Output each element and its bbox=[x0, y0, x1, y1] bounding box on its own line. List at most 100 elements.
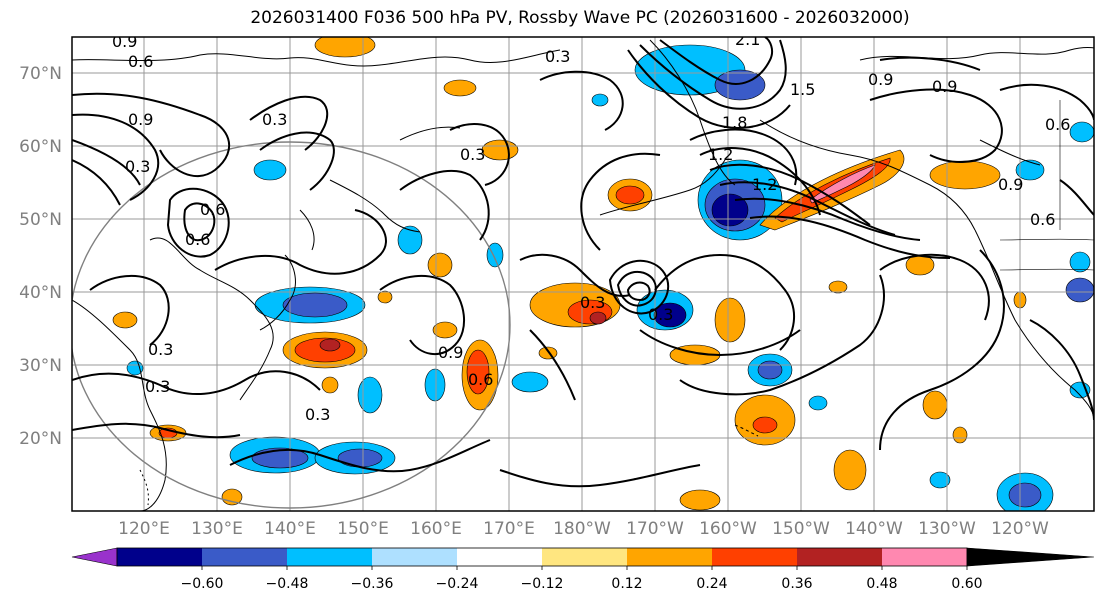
lon-tick-label: 130°E bbox=[191, 519, 243, 539]
contour-label: 1.2 bbox=[708, 145, 733, 164]
pos-anomaly bbox=[112, 311, 138, 329]
neg-anomaly bbox=[357, 376, 383, 414]
colorbar-tick-label: −0.48 bbox=[266, 576, 309, 592]
contour-label: 0.9 bbox=[112, 32, 137, 51]
contour-label: 0.3 bbox=[145, 377, 170, 396]
pos-anomaly bbox=[314, 37, 376, 58]
contour-label: 0.3 bbox=[545, 47, 570, 66]
neg-anomaly bbox=[282, 292, 348, 318]
neg-anomaly bbox=[808, 395, 828, 411]
pos-anomaly bbox=[922, 390, 948, 420]
neg-anomaly bbox=[711, 193, 749, 227]
contour-label: 0.9 bbox=[998, 175, 1023, 194]
contour-label: 0.3 bbox=[460, 145, 485, 164]
lon-tick-label: 120°E bbox=[118, 519, 170, 539]
colorbar-bin bbox=[117, 548, 202, 566]
colorbar-bin bbox=[202, 548, 287, 566]
colorbar-tick-label: 0.36 bbox=[781, 576, 812, 592]
neg-anomaly bbox=[1069, 121, 1094, 143]
contour-label: 1.2 bbox=[752, 175, 777, 194]
contour-label: 0.9 bbox=[128, 110, 153, 129]
great-circle bbox=[72, 141, 511, 509]
neg-anomaly bbox=[424, 368, 446, 402]
pos-anomaly bbox=[828, 280, 848, 294]
lon-tick-label: 130°W bbox=[918, 519, 976, 539]
pos-anomaly bbox=[929, 160, 1001, 190]
colorbar-tick-label: 0.48 bbox=[866, 576, 897, 592]
colorbar-bin bbox=[627, 548, 712, 566]
neg-anomaly bbox=[1065, 277, 1094, 303]
contour-label: 0.6 bbox=[1030, 210, 1055, 229]
neg-anomaly bbox=[253, 159, 287, 181]
pv-contours bbox=[72, 37, 1094, 488]
pos-anomaly bbox=[615, 185, 645, 205]
contour-label: 1.5 bbox=[790, 80, 815, 99]
neg-anomaly bbox=[397, 225, 423, 255]
neg-anomaly bbox=[929, 471, 951, 489]
colorbar-tick-label: 0.24 bbox=[696, 576, 727, 592]
contour-label: 0.6 bbox=[185, 230, 210, 249]
pos-anomaly bbox=[952, 426, 968, 444]
pos-anomaly bbox=[443, 79, 477, 97]
map-frame bbox=[71, 36, 1095, 512]
contour-label: 0.3 bbox=[262, 110, 287, 129]
lon-tick-label: 150°E bbox=[337, 519, 389, 539]
neg-anomaly bbox=[653, 302, 687, 328]
colorbar-extend-high bbox=[966, 547, 1095, 567]
contour-label: 1.8 bbox=[722, 113, 747, 132]
lat-tick-label: 50°N bbox=[19, 210, 62, 230]
contour-label: 0.3 bbox=[125, 157, 150, 176]
colorbar-bin bbox=[287, 548, 372, 566]
neg-anomaly bbox=[757, 360, 783, 380]
lat-tick-label: 60°N bbox=[19, 137, 62, 157]
neg-anomaly bbox=[1008, 482, 1042, 508]
contour-label: 2.1 bbox=[735, 30, 760, 49]
colorbar-tick-label: 0.60 bbox=[951, 576, 982, 592]
contour-label: 0.6 bbox=[128, 52, 153, 71]
lon-tick-label: 140°W bbox=[845, 519, 903, 539]
lat-tick-label: 30°N bbox=[19, 356, 62, 376]
colorbar-bin bbox=[542, 548, 627, 566]
lon-tick-label: 120°W bbox=[991, 519, 1049, 539]
pos-anomaly bbox=[432, 321, 458, 339]
pos-anomaly bbox=[319, 338, 341, 352]
contour-label: 0.9 bbox=[932, 77, 957, 96]
colorbar-extend-low bbox=[71, 547, 118, 567]
pos-anomaly bbox=[714, 297, 746, 343]
colorbar-tick-label: −0.12 bbox=[521, 576, 564, 592]
map-title: 2026031400 F036 500 hPa PV, Rossby Wave … bbox=[250, 8, 910, 28]
colorbar-tick-label: −0.60 bbox=[181, 576, 224, 592]
colorbar: −0.60 −0.48 −0.36 −0.24 −0.12 0.12 0.24 … bbox=[71, 547, 1095, 592]
lat-tick-label: 40°N bbox=[19, 283, 62, 303]
neg-anomaly bbox=[486, 242, 504, 268]
pos-anomaly bbox=[752, 416, 778, 434]
lon-tick-label: 140°E bbox=[264, 519, 316, 539]
contour-label: 0.6 bbox=[1045, 115, 1070, 134]
pos-anomaly bbox=[833, 449, 867, 491]
graticule bbox=[72, 37, 1094, 511]
contour-label: 0.3 bbox=[148, 340, 173, 359]
lon-tick-label: 180°W bbox=[553, 519, 611, 539]
lon-axis: 120°E 130°E 140°E 150°E 160°E 170°E 180°… bbox=[118, 519, 1049, 539]
lon-tick-label: 150°W bbox=[772, 519, 830, 539]
neg-anomaly bbox=[1069, 251, 1091, 273]
contour-label: 0.6 bbox=[468, 370, 493, 389]
lat-tick-label: 20°N bbox=[19, 429, 62, 449]
neg-anomaly bbox=[591, 93, 609, 107]
lon-tick-label: 170°E bbox=[483, 519, 535, 539]
lon-tick-label: 160°W bbox=[699, 519, 757, 539]
neg-anomaly bbox=[714, 69, 766, 101]
contour-label: 0.9 bbox=[438, 343, 463, 362]
map-area: 0.9 0.6 0.9 0.3 0.3 0.3 0.3 0.6 0.6 0.3 … bbox=[72, 30, 1094, 511]
colorbar-tick-label: −0.24 bbox=[436, 576, 479, 592]
pos-anomaly bbox=[589, 311, 607, 325]
pv-shading bbox=[112, 37, 1094, 511]
pos-anomaly bbox=[679, 489, 721, 511]
colorbar-bin bbox=[457, 548, 542, 566]
contour-label: 0.3 bbox=[648, 305, 673, 324]
contour-label: 0.3 bbox=[305, 405, 330, 424]
contour-label: 0.6 bbox=[200, 200, 225, 219]
neg-anomaly bbox=[511, 371, 549, 393]
pos-anomaly bbox=[377, 290, 393, 304]
